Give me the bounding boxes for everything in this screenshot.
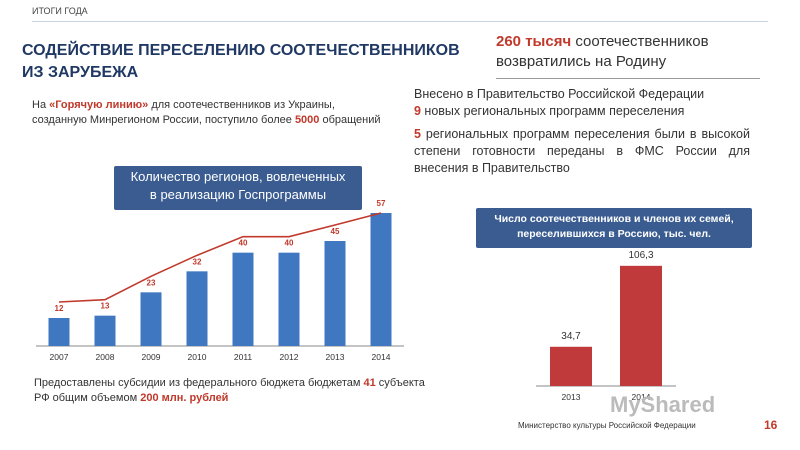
regions-bar-label: 12 bbox=[55, 304, 64, 313]
migrants-title-line-2: переселившихся в Россию, тыс. чел. bbox=[517, 228, 711, 240]
regions-title-line-1: Количество регионов, вовлеченных bbox=[130, 169, 346, 184]
programs-paragraph-2: 5 региональных программ переселения были… bbox=[414, 126, 750, 177]
stat-underline bbox=[496, 78, 760, 79]
ministry-footer: Министерство культуры Российской Федерац… bbox=[518, 421, 696, 430]
regions-chart-marks: 12 2007 13 2008 23 2009 32 2010 40 2011 40 2012 45 20… bbox=[36, 199, 404, 362]
regions-bar bbox=[232, 252, 254, 346]
programs-ready-count: 5 bbox=[414, 127, 421, 141]
hotline-text: На «Горячую линию» для соотечественников… bbox=[32, 98, 392, 128]
regions-bar bbox=[324, 241, 346, 346]
subsidy-count: 41 bbox=[363, 377, 376, 389]
page-title: СОДЕЙСТВИЕ ПЕРЕСЕЛЕНИЮ СООТЕЧЕСТВЕННИКОВ… bbox=[22, 40, 492, 84]
migrants-chart-marks: 34,7 2013 106,3 2014 bbox=[536, 250, 676, 402]
page-number: 16 bbox=[764, 418, 778, 432]
title-line-2: ИЗ ЗАРУБЕЖА bbox=[22, 64, 139, 81]
regions-chart: 12 2007 13 2008 23 2009 32 2010 40 2011 40 2012 45 20… bbox=[36, 199, 404, 362]
regions-bar-label: 13 bbox=[101, 302, 110, 311]
programs-paragraph-1: Внесено в Правительство Российской Федер… bbox=[414, 86, 750, 120]
regions-year-label: 2010 bbox=[188, 352, 207, 362]
regions-bar bbox=[94, 315, 116, 346]
subsidy-mid: субъекта РФ общим объемом bbox=[34, 377, 425, 404]
migrants-bar-label: 34,7 bbox=[561, 331, 581, 342]
title-line-1: СОДЕЙСТВИЕ ПЕРЕСЕЛЕНИЮ СООТЕЧЕСТВЕННИКОВ bbox=[22, 42, 460, 59]
returned-text-b: возвратились на Родину bbox=[496, 53, 667, 70]
hotline-mid: для соотечественников из Украины, создан… bbox=[32, 99, 335, 126]
regions-bar-label: 32 bbox=[193, 257, 202, 266]
migrants-chart: 34,7 2013 106,3 2014 bbox=[536, 250, 676, 402]
hotline-count: 5000 bbox=[294, 114, 320, 126]
returned-text-a: соотечественников bbox=[571, 33, 709, 50]
regions-year-label: 2012 bbox=[280, 352, 299, 362]
regions-bar-label: 40 bbox=[239, 239, 248, 248]
regions-bar bbox=[278, 252, 300, 346]
migrants-chart-title: Число соотечественников и членов их семе… bbox=[476, 208, 752, 248]
regions-bar-label: 57 bbox=[377, 199, 386, 208]
migrants-bar bbox=[620, 265, 662, 386]
regions-year-label: 2014 bbox=[372, 352, 391, 362]
migrants-year-label: 2013 bbox=[562, 392, 581, 402]
migrants-title-line-1: Число соотечественников и членов их семе… bbox=[494, 213, 734, 225]
hotline-post: обращений bbox=[319, 114, 381, 126]
programs-new-count: 9 bbox=[414, 104, 421, 118]
regions-title-line-2: в реализацию Госпрограммы bbox=[149, 187, 327, 202]
returned-stat: 260 тысяч соотечественников возвратились… bbox=[496, 32, 766, 72]
regions-bar-label: 23 bbox=[147, 278, 156, 287]
regions-bar bbox=[140, 292, 162, 346]
regions-year-label: 2009 bbox=[142, 352, 161, 362]
regions-trend-line bbox=[58, 212, 382, 303]
regions-year-label: 2008 bbox=[96, 352, 115, 362]
programs-text: Внесено в Правительство Российской Федер… bbox=[414, 86, 750, 183]
programs-intro: Внесено в Правительство Российской Федер… bbox=[414, 87, 705, 101]
regions-year-label: 2013 bbox=[326, 352, 345, 362]
regions-year-label: 2011 bbox=[234, 352, 253, 362]
migrants-year-label: 2014 bbox=[632, 392, 651, 402]
regions-chart-title: Количество регионов, вовлеченных в реали… bbox=[114, 166, 362, 210]
regions-year-label: 2007 bbox=[50, 352, 69, 362]
regions-bar bbox=[48, 318, 70, 346]
programs-new-text: новых региональных программ переселения bbox=[420, 104, 685, 118]
regions-bar-label: 45 bbox=[331, 227, 340, 236]
regions-bar bbox=[370, 213, 392, 346]
subsidy-amount: 200 млн. рублей bbox=[140, 392, 229, 404]
section-tag: ИТОГИ ГОДА bbox=[32, 6, 88, 16]
hotline-pre: На bbox=[32, 99, 50, 111]
subsidy-pre: Предоставлены субсидии из федерального б… bbox=[34, 377, 364, 389]
returned-number: 260 тысяч bbox=[496, 33, 572, 50]
migrants-bar bbox=[550, 346, 592, 386]
watermark: MyShared bbox=[610, 392, 716, 417]
migrants-bar-label: 106,3 bbox=[628, 250, 653, 261]
regions-bar bbox=[186, 271, 208, 346]
programs-ready-text: региональных программ переселения были в… bbox=[414, 127, 750, 175]
regions-bar-label: 40 bbox=[285, 239, 294, 248]
subsidy-text: Предоставлены субсидии из федерального б… bbox=[34, 376, 434, 406]
top-divider bbox=[32, 21, 768, 22]
hotline-highlight: «Горячую линию» bbox=[49, 99, 149, 111]
